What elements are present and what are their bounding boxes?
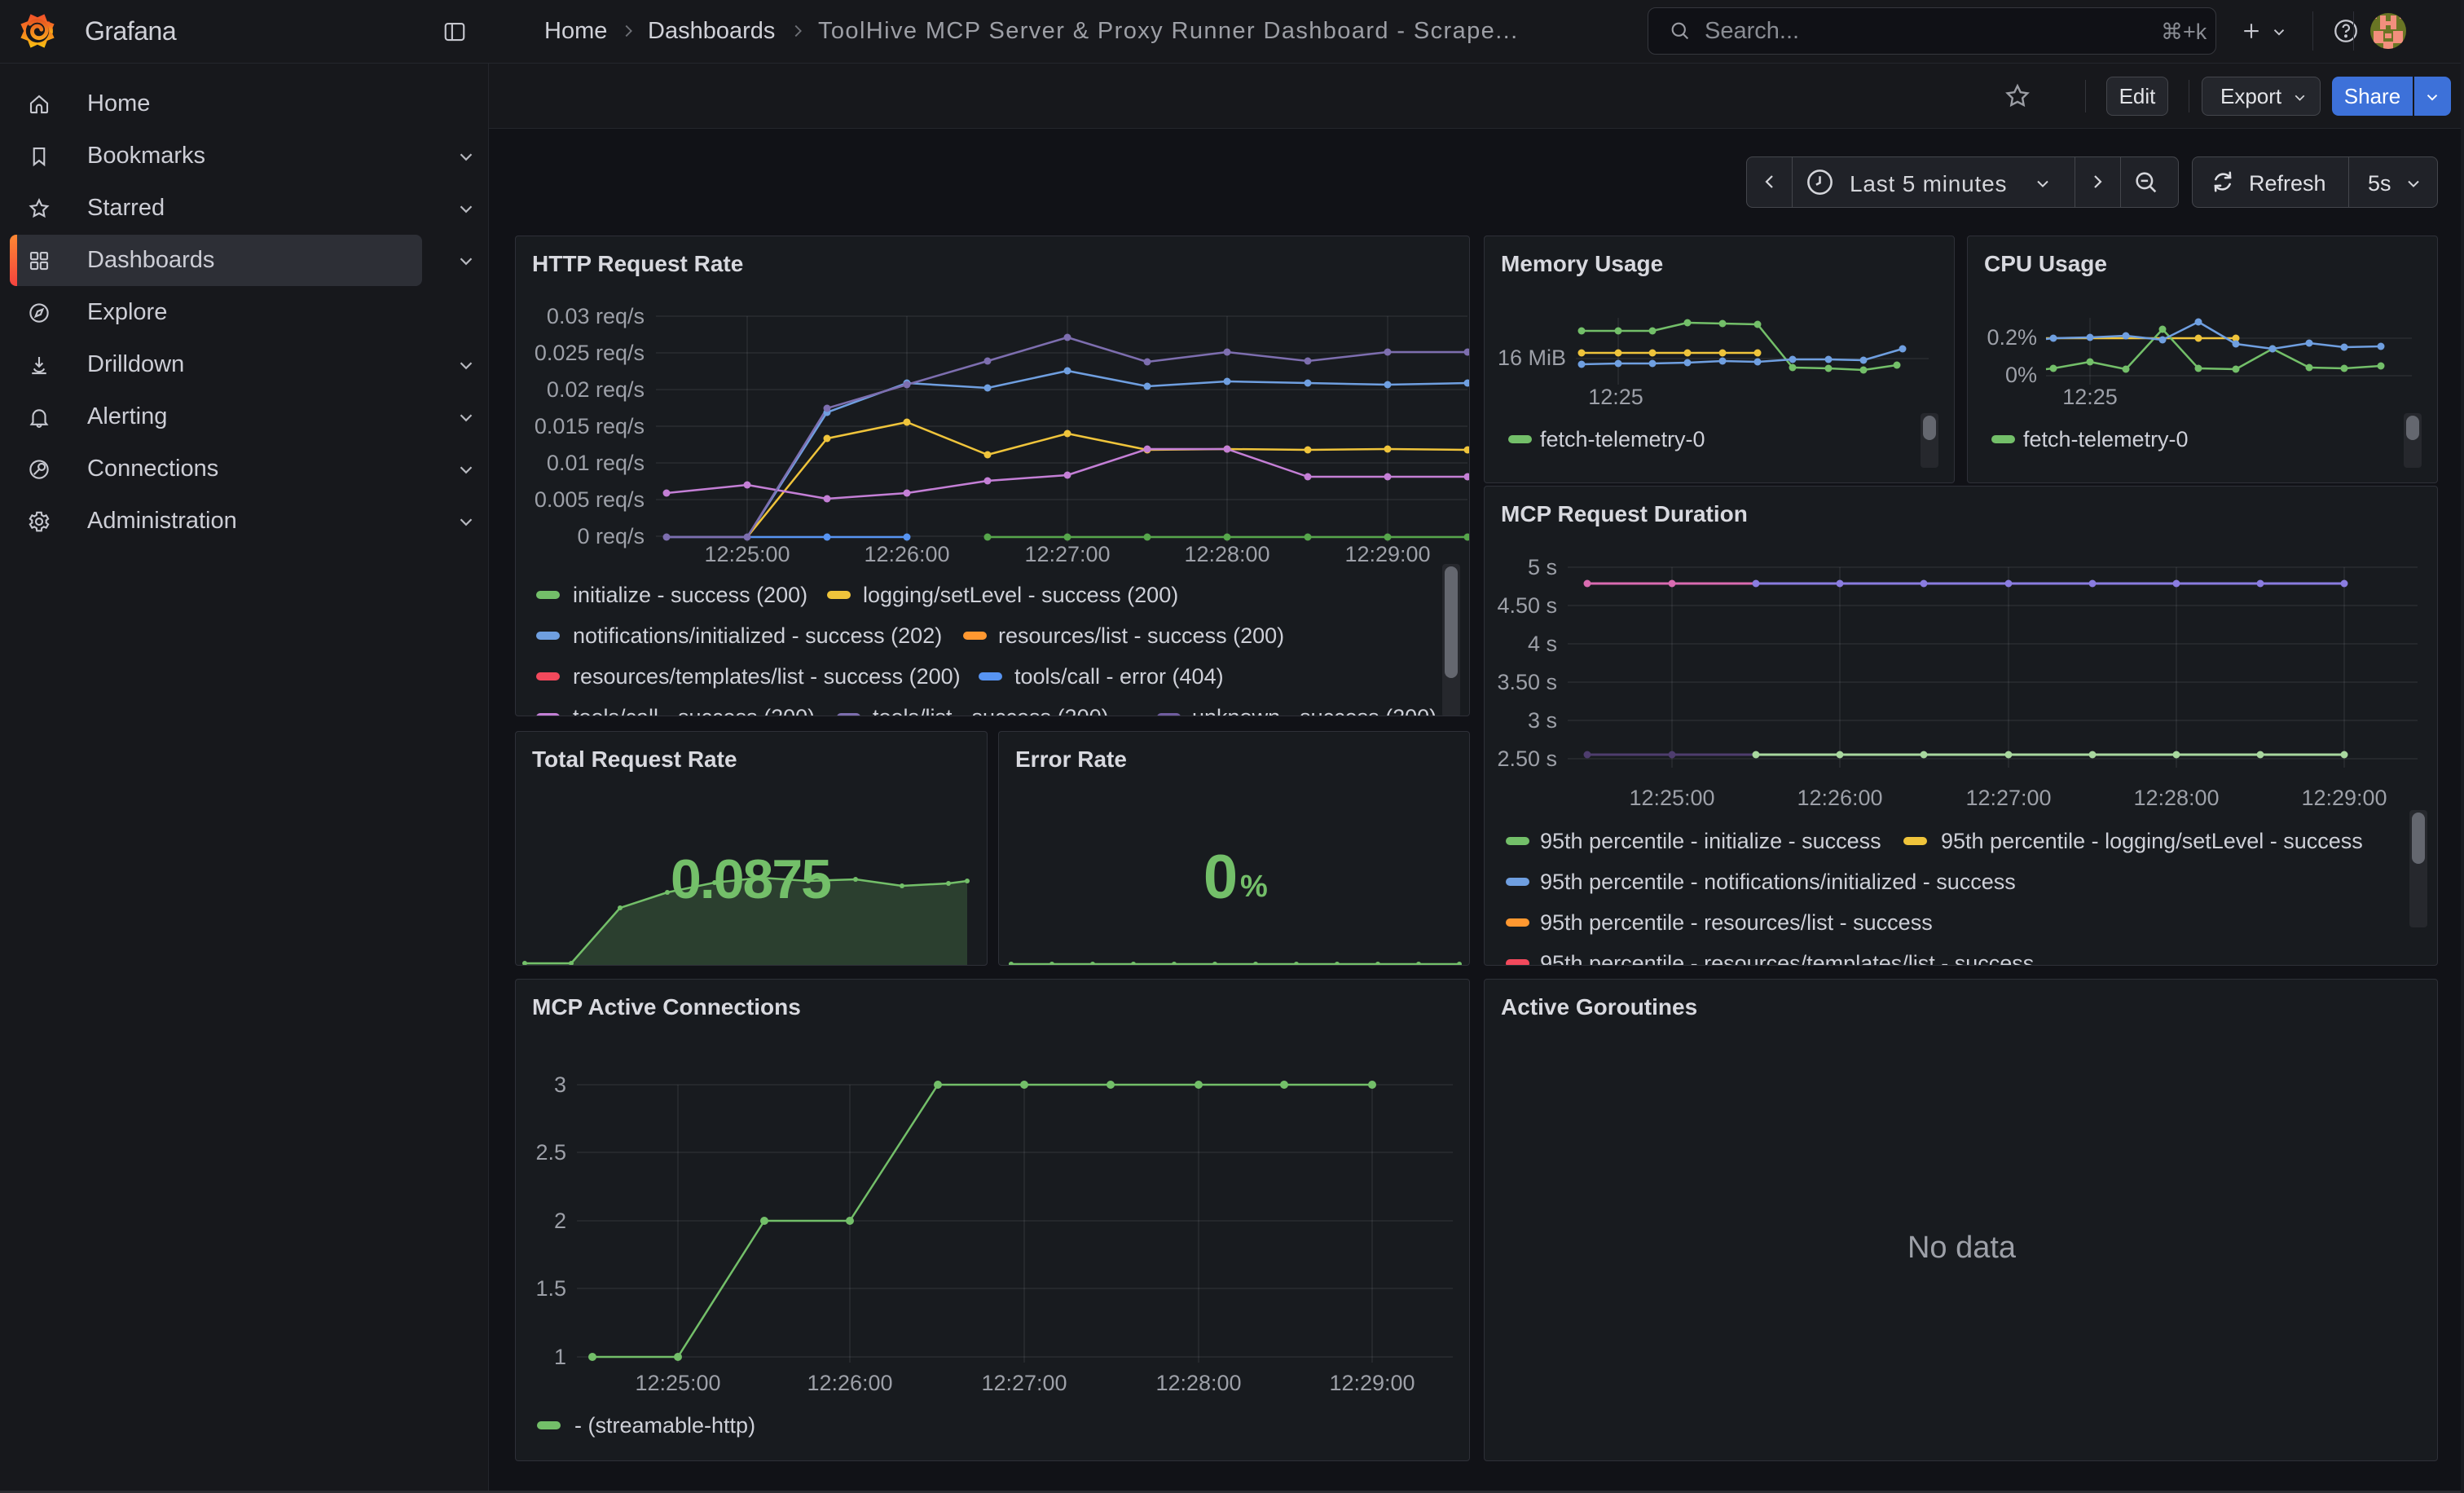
svg-text:0.025 req/s: 0.025 req/s <box>535 341 645 365</box>
svg-text:0.2%: 0.2% <box>1987 325 2037 350</box>
svg-text:0.02 req/s: 0.02 req/s <box>547 377 645 402</box>
svg-text:12:25:00: 12:25:00 <box>704 542 790 566</box>
svg-text:12:28:00: 12:28:00 <box>1184 542 1269 566</box>
svg-text:3.50 s: 3.50 s <box>1497 670 1557 694</box>
svg-text:12:29:00: 12:29:00 <box>1344 542 1430 566</box>
svg-text:0.01 req/s: 0.01 req/s <box>547 451 645 475</box>
svg-text:12:28:00: 12:28:00 <box>1155 1371 1241 1395</box>
svg-text:12:25:00: 12:25:00 <box>1629 786 1714 810</box>
svg-text:12:27:00: 12:27:00 <box>981 1371 1067 1395</box>
svg-text:12:26:00: 12:26:00 <box>864 542 949 566</box>
svg-text:5 s: 5 s <box>1528 555 1557 579</box>
svg-text:2.50 s: 2.50 s <box>1497 746 1557 771</box>
svg-text:0.015 req/s: 0.015 req/s <box>535 414 645 438</box>
svg-text:16 MiB: 16 MiB <box>1498 346 1566 370</box>
svg-text:0.0875: 0.0875 <box>671 848 830 910</box>
svg-text:12:29:00: 12:29:00 <box>2301 786 2387 810</box>
svg-text:3: 3 <box>554 1072 566 1097</box>
svg-text:0: 0 <box>1203 843 1238 912</box>
svg-text:3 s: 3 s <box>1528 708 1557 733</box>
svg-text:0.03 req/s: 0.03 req/s <box>547 304 645 328</box>
svg-text:12:27:00: 12:27:00 <box>1024 542 1110 566</box>
svg-text:12:28:00: 12:28:00 <box>2133 786 2219 810</box>
svg-text:12:29:00: 12:29:00 <box>1329 1371 1415 1395</box>
svg-text:%: % <box>1240 870 1268 904</box>
svg-text:4.50 s: 4.50 s <box>1497 593 1557 618</box>
svg-text:12:26:00: 12:26:00 <box>807 1371 892 1395</box>
svg-text:4 s: 4 s <box>1528 632 1557 656</box>
svg-text:12:25: 12:25 <box>2062 385 2118 409</box>
svg-text:2: 2 <box>554 1209 566 1233</box>
svg-text:1.5: 1.5 <box>535 1276 566 1301</box>
svg-text:12:26:00: 12:26:00 <box>1797 786 1882 810</box>
svg-text:2.5: 2.5 <box>535 1140 566 1165</box>
svg-text:0 req/s: 0 req/s <box>577 524 645 548</box>
svg-text:0.005 req/s: 0.005 req/s <box>535 487 645 512</box>
svg-text:0%: 0% <box>2005 363 2037 387</box>
svg-text:12:25: 12:25 <box>1588 385 1643 409</box>
svg-text:1: 1 <box>554 1345 566 1369</box>
svg-text:12:27:00: 12:27:00 <box>1965 786 2051 810</box>
svg-text:12:25:00: 12:25:00 <box>635 1371 720 1395</box>
